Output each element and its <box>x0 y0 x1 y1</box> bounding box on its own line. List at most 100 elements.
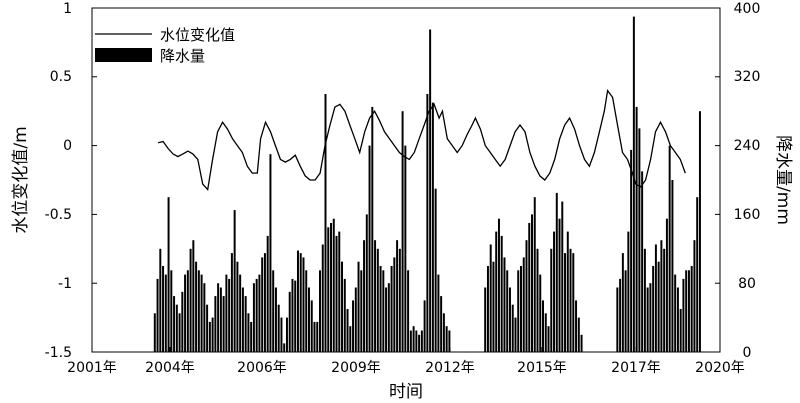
legend-bar-label: 降水量 <box>160 47 205 65</box>
precipitation-bar <box>363 240 366 352</box>
precipitation-bar <box>687 270 690 352</box>
precipitation-bar <box>291 278 294 352</box>
precipitation-bar <box>263 253 266 352</box>
water-level-line <box>157 88 686 192</box>
precipitation-bar <box>239 274 242 352</box>
precipitation-bar <box>632 16 635 352</box>
x-tick-label: 2017年 <box>611 360 661 376</box>
precipitation-bar <box>415 330 418 352</box>
precipitation-bar <box>341 261 344 352</box>
x-tick-label: 2012年 <box>425 360 475 376</box>
precipitation-bar <box>536 248 539 352</box>
precipitation-bar <box>296 250 299 352</box>
precipitation-bar <box>214 296 217 352</box>
precipitation-bar <box>217 283 220 352</box>
precipitation-bar <box>233 210 236 352</box>
precipitation-bar <box>200 274 203 352</box>
precipitation-bar <box>401 111 404 352</box>
precipitation-bar <box>492 261 495 352</box>
precipitation-bar <box>222 296 225 352</box>
precipitation-bar <box>307 287 310 352</box>
precipitation-bar <box>162 266 165 352</box>
precipitation-bar <box>511 304 514 352</box>
precipitation-bar <box>486 266 489 352</box>
precipitation-bar <box>420 330 423 352</box>
y-right-tick-label: 320 <box>734 69 761 85</box>
precipitation-bar <box>360 270 363 352</box>
precipitation-bar <box>335 235 338 352</box>
precipitation-bar <box>630 149 633 352</box>
x-tick-label: 2004年 <box>145 360 195 376</box>
precipitation-bar <box>288 291 291 352</box>
precipitation-bar <box>445 326 448 352</box>
precipitation-bar <box>616 287 619 352</box>
y-left-axis-title: 水位变化值/m <box>11 126 31 233</box>
precipitation-bar <box>627 231 630 352</box>
y-left-tick-label: -1 <box>58 276 72 292</box>
precipitation-bar <box>230 253 233 352</box>
y-right-tick-label: 0 <box>743 345 752 361</box>
precipitation-bar <box>330 223 332 352</box>
precipitation-bar <box>654 244 657 352</box>
precipitation-bar <box>503 257 506 352</box>
precipitation-bar <box>156 278 159 352</box>
y-left-tick-label: 1 <box>63 1 72 17</box>
y-left-tick-label: 0.5 <box>50 69 72 85</box>
precipitation-bar <box>294 280 297 352</box>
precipitation-bar <box>679 309 682 352</box>
precipitation-bar <box>495 231 498 352</box>
precipitation-bar <box>553 231 556 352</box>
axis-ticks <box>91 7 721 353</box>
precipitation-bar <box>170 270 173 352</box>
precipitation-bar <box>376 248 379 352</box>
precipitation-bar <box>577 317 580 352</box>
precipitation-bar <box>442 313 445 352</box>
precipitation-bar <box>506 270 509 352</box>
precipitation-bar <box>418 334 421 352</box>
x-tick-label: 2006年 <box>237 360 287 376</box>
precipitation-bar <box>159 248 162 352</box>
precipitation-bar <box>426 94 429 352</box>
precipitation-bar <box>652 266 655 352</box>
precipitation-bar <box>178 313 181 352</box>
precipitation-bar <box>385 287 388 352</box>
precipitation-bar <box>404 145 407 352</box>
precipitation-bar <box>258 274 261 352</box>
precipitation-bar <box>338 231 341 352</box>
precipitation-bar <box>266 235 269 352</box>
precipitation-bar <box>566 231 569 352</box>
precipitation-bar <box>211 317 214 352</box>
precipitation-bar <box>186 270 189 352</box>
precipitation-bar <box>382 270 385 352</box>
precipitation-bar <box>572 253 575 352</box>
precipitation-bar <box>569 248 572 352</box>
precipitation-bar <box>285 317 288 352</box>
y-right-tick-labels: 0 80 160 240 320 400 <box>734 1 761 361</box>
precipitation-bar <box>660 240 663 352</box>
precipitation-bar <box>357 261 360 352</box>
precipitation-bar <box>387 283 390 352</box>
precipitation-bar <box>635 106 638 353</box>
precipitation-bar <box>638 128 641 352</box>
precipitation-bar <box>277 304 280 352</box>
y-right-tick-label: 80 <box>738 276 756 292</box>
y-left-tick-label: -0.5 <box>45 207 72 223</box>
y-right-tick-label: 240 <box>734 138 761 154</box>
precipitation-bar <box>429 29 432 352</box>
x-tick-label: 2015年 <box>517 360 567 376</box>
precipitation-bar <box>649 283 652 352</box>
precipitation-bar <box>412 326 415 352</box>
precipitation-bar <box>206 304 209 352</box>
precipitation-bar <box>641 171 644 352</box>
precipitation-bar <box>508 287 511 352</box>
precipitation-bar <box>313 321 316 352</box>
precipitation-bar <box>489 244 492 352</box>
precipitation-bar <box>674 274 677 352</box>
precipitation-bar <box>685 270 688 352</box>
precipitation-bar <box>676 287 679 352</box>
legend-bar-swatch <box>95 48 152 62</box>
precipitation-bar <box>354 287 357 352</box>
precipitation-bar <box>619 278 622 352</box>
precipitation-bar <box>646 287 649 352</box>
precipitation-bar <box>153 313 156 352</box>
